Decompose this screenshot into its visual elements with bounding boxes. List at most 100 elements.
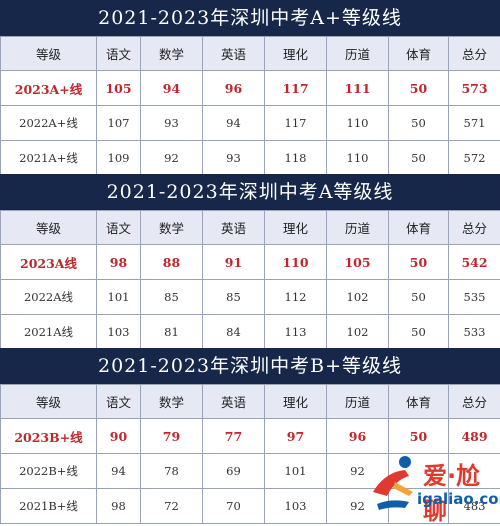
column-header: 历道 [327, 385, 389, 419]
section-title: 2021-2023年深圳中考A等级线 [0, 174, 500, 210]
column-header: 语文 [97, 385, 141, 419]
score-cell: 93 [141, 106, 203, 141]
watermark-url: igaliao.com [417, 490, 500, 508]
score-cell: 117 [265, 106, 327, 141]
score-cell: 573 [449, 71, 500, 106]
grade-label: 2023A+线 [1, 71, 97, 106]
score-cell: 93 [203, 141, 265, 176]
score-cell: 111 [327, 71, 389, 106]
score-cell: 90 [97, 419, 141, 454]
score-cell: 50 [389, 280, 449, 315]
score-cell: 94 [141, 71, 203, 106]
score-cell: 94 [97, 454, 141, 489]
column-header: 数学 [141, 211, 203, 245]
column-header: 语文 [97, 37, 141, 71]
score-cell: 96 [327, 419, 389, 454]
score-cell: 113 [265, 315, 327, 350]
grade-label: 2021B+线 [1, 489, 97, 524]
score-cell: 92 [141, 141, 203, 176]
column-header: 体育 [389, 211, 449, 245]
grade-label: 2022A线 [1, 280, 97, 315]
score-cell: 91 [203, 245, 265, 280]
score-cell: 50 [389, 106, 449, 141]
watermark-logo: 爱·尬聊 igaliao.com [365, 452, 500, 520]
score-cell: 98 [97, 245, 141, 280]
score-cell: 102 [327, 315, 389, 350]
score-cell: 50 [389, 245, 449, 280]
score-cell: 94 [203, 106, 265, 141]
grade-label: 2021A线 [1, 315, 97, 350]
score-cell: 110 [265, 245, 327, 280]
grade-label: 2023B+线 [1, 419, 97, 454]
score-cell: 77 [203, 419, 265, 454]
score-cell: 109 [97, 141, 141, 176]
score-cell: 96 [203, 71, 265, 106]
score-cell: 79 [141, 419, 203, 454]
score-cell: 105 [97, 71, 141, 106]
section-title: 2021-2023年深圳中考A+等级线 [0, 0, 500, 36]
column-header: 等级 [1, 385, 97, 419]
score-cell: 103 [265, 489, 327, 524]
column-header: 历道 [327, 211, 389, 245]
column-header: 体育 [389, 385, 449, 419]
score-cell: 535 [449, 280, 500, 315]
score-cell: 50 [389, 141, 449, 176]
runner-icon [365, 452, 425, 518]
score-cell: 118 [265, 141, 327, 176]
score-cell: 571 [449, 106, 500, 141]
score-cell: 572 [449, 141, 500, 176]
column-header: 英语 [203, 385, 265, 419]
section-title: 2021-2023年深圳中考B+等级线 [0, 348, 500, 384]
column-header: 数学 [141, 37, 203, 71]
column-header: 体育 [389, 37, 449, 71]
score-cell: 50 [389, 419, 449, 454]
header-row: 等级语文数学英语理化历道体育总分 [1, 385, 500, 419]
column-header: 英语 [203, 37, 265, 71]
score-cell: 105 [327, 245, 389, 280]
score-cell: 69 [203, 454, 265, 489]
score-cell: 101 [97, 280, 141, 315]
grade-label: 2022B+线 [1, 454, 97, 489]
column-header: 总分 [449, 37, 500, 71]
column-header: 理化 [265, 385, 327, 419]
column-header: 总分 [449, 385, 500, 419]
score-cell: 70 [203, 489, 265, 524]
column-header: 总分 [449, 211, 500, 245]
score-cell: 110 [327, 106, 389, 141]
score-cell: 489 [449, 419, 500, 454]
score-cell: 97 [265, 419, 327, 454]
score-cell: 103 [97, 315, 141, 350]
score-cell: 112 [265, 280, 327, 315]
grade-label: 2021A+线 [1, 141, 97, 176]
score-cell: 101 [265, 454, 327, 489]
score-cell: 102 [327, 280, 389, 315]
column-header: 历道 [327, 37, 389, 71]
score-cell: 78 [141, 454, 203, 489]
column-header: 理化 [265, 37, 327, 71]
column-header: 英语 [203, 211, 265, 245]
score-cell: 533 [449, 315, 500, 350]
score-cell: 84 [203, 315, 265, 350]
score-cell: 72 [141, 489, 203, 524]
score-cell: 81 [141, 315, 203, 350]
column-header: 理化 [265, 211, 327, 245]
column-header: 数学 [141, 385, 203, 419]
score-cell: 107 [97, 106, 141, 141]
score-cell: 98 [97, 489, 141, 524]
header-row: 等级语文数学英语理化历道体育总分 [1, 37, 500, 71]
score-cell: 542 [449, 245, 500, 280]
score-cell: 50 [389, 315, 449, 350]
column-header: 等级 [1, 37, 97, 71]
score-cell: 88 [141, 245, 203, 280]
